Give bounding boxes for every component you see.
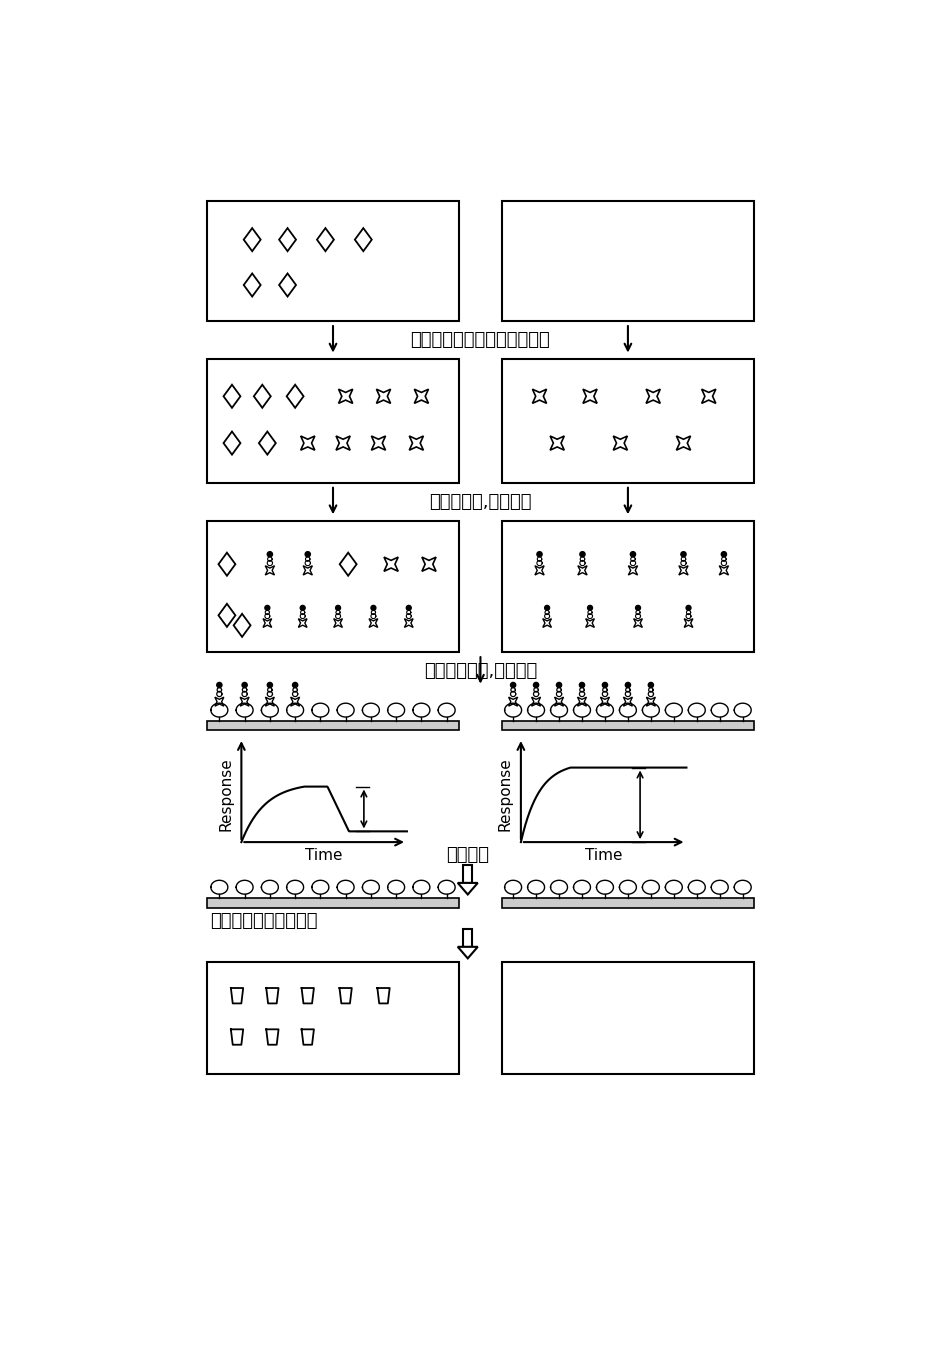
Bar: [501, 963, 753, 1074]
Text: 其它有害化合物的检测: 其它有害化合物的检测: [211, 913, 318, 930]
Circle shape: [685, 606, 690, 610]
Circle shape: [406, 606, 411, 610]
Bar: [207, 521, 459, 652]
Circle shape: [533, 683, 538, 687]
Bar: [501, 521, 753, 652]
Circle shape: [242, 683, 247, 687]
Text: Response: Response: [497, 758, 513, 831]
Text: 芝片再生: 芝片再生: [446, 846, 489, 864]
Circle shape: [587, 606, 592, 610]
Circle shape: [601, 683, 607, 687]
Bar: [501, 360, 753, 482]
Bar: [463, 865, 472, 883]
Circle shape: [335, 606, 340, 610]
Bar: [207, 360, 459, 482]
Circle shape: [630, 551, 635, 557]
Bar: [501, 898, 753, 907]
Text: Time: Time: [584, 849, 622, 864]
Circle shape: [680, 551, 685, 557]
Circle shape: [625, 683, 630, 687]
Circle shape: [264, 606, 270, 610]
Circle shape: [635, 606, 640, 610]
Bar: [501, 201, 753, 320]
Circle shape: [300, 606, 305, 610]
Circle shape: [267, 551, 272, 557]
Text: Response: Response: [218, 758, 233, 831]
Circle shape: [536, 551, 542, 557]
Circle shape: [556, 683, 561, 687]
Bar: [207, 721, 459, 731]
Text: 加入适配体,竞争识别: 加入适配体,竞争识别: [429, 493, 531, 511]
Text: 通入芯片表面,间掖检测: 通入芯片表面,间掖检测: [424, 663, 536, 680]
Bar: [463, 929, 472, 947]
Polygon shape: [457, 883, 478, 895]
Circle shape: [371, 606, 376, 610]
Circle shape: [510, 683, 515, 687]
Text: 加入凝血酶标记的有害化合物: 加入凝血酶标记的有害化合物: [410, 331, 549, 349]
Circle shape: [293, 683, 297, 687]
Circle shape: [720, 551, 726, 557]
Bar: [501, 721, 753, 731]
Circle shape: [648, 683, 653, 687]
Circle shape: [267, 683, 272, 687]
Bar: [207, 898, 459, 907]
Circle shape: [544, 606, 549, 610]
Circle shape: [579, 683, 584, 687]
Polygon shape: [457, 947, 478, 959]
Bar: [207, 963, 459, 1074]
Circle shape: [216, 683, 222, 687]
Text: Time: Time: [305, 849, 343, 864]
Circle shape: [305, 551, 310, 557]
Bar: [207, 201, 459, 320]
Circle shape: [580, 551, 584, 557]
